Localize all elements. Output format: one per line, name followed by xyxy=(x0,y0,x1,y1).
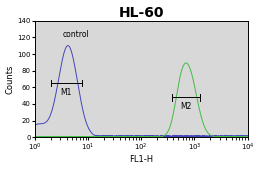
X-axis label: FL1-H: FL1-H xyxy=(129,155,153,164)
Y-axis label: Counts: Counts xyxy=(5,64,15,94)
Text: control: control xyxy=(63,30,89,39)
Text: M1: M1 xyxy=(61,88,72,97)
Text: M2: M2 xyxy=(180,102,192,111)
Title: HL-60: HL-60 xyxy=(119,6,164,20)
